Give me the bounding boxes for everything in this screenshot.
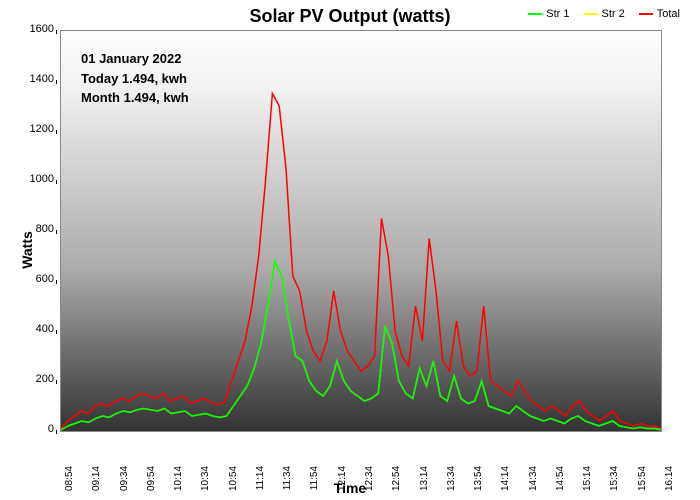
info-month: Month 1.494, kwh: [81, 88, 189, 108]
legend-label: Total: [657, 8, 680, 20]
legend-item: Total: [639, 8, 680, 20]
x-tick-label: 11:14: [255, 466, 266, 498]
x-tick-label: 12:14: [337, 466, 348, 498]
y-tick: [56, 130, 57, 134]
y-tick: [56, 380, 57, 384]
x-tick-label: 14:54: [555, 466, 566, 498]
y-tick-label: 0: [18, 423, 54, 435]
x-tick-label: 09:34: [119, 466, 130, 498]
y-tick-label: 1600: [18, 23, 54, 35]
x-tick-label: 15:54: [637, 466, 648, 498]
x-tick-label: 09:14: [91, 466, 102, 498]
legend-label: Str 1: [546, 8, 569, 20]
y-tick: [56, 230, 57, 234]
x-tick-label: 13:14: [419, 466, 430, 498]
y-tick-label: 400: [18, 323, 54, 335]
x-tick-label: 12:54: [391, 466, 402, 498]
x-tick-label: 10:54: [228, 466, 239, 498]
legend-item: Str 1: [528, 8, 569, 20]
x-tick-label: 16:14: [664, 466, 675, 498]
y-tick-label: 800: [18, 223, 54, 235]
x-tick-label: 15:34: [609, 466, 620, 498]
x-tick-label: 13:34: [446, 466, 457, 498]
x-axis-label: Time: [0, 480, 700, 496]
legend: Str 1 Str 2 Total: [528, 8, 680, 20]
x-tick-label: 09:54: [146, 466, 157, 498]
x-tick-label: 13:54: [473, 466, 484, 498]
legend-swatch: [639, 13, 653, 15]
chart-container: Solar PV Output (watts) Str 1Str 2Total …: [0, 0, 700, 500]
y-tick: [56, 280, 57, 284]
series-str2: [61, 261, 661, 430]
x-tick-label: 10:14: [173, 466, 184, 498]
info-date: 01 January 2022: [81, 49, 189, 69]
x-tick-label: 12:34: [364, 466, 375, 498]
x-tick-label: 14:34: [528, 466, 539, 498]
y-tick-label: 1200: [18, 123, 54, 135]
legend-item: Str 2: [584, 8, 625, 20]
y-tick-label: 1000: [18, 173, 54, 185]
y-tick: [56, 180, 57, 184]
legend-swatch: [584, 13, 598, 15]
y-tick: [56, 330, 57, 334]
y-axis-label: Watts: [19, 231, 35, 269]
y-tick-label: 600: [18, 273, 54, 285]
x-tick-label: 10:34: [200, 466, 211, 498]
plot-area: 01 January 2022 Today 1.494, kwh Month 1…: [60, 30, 662, 432]
y-tick: [56, 80, 57, 84]
x-tick-label: 08:54: [64, 466, 75, 498]
y-tick-label: 1400: [18, 73, 54, 85]
series-total: [61, 94, 661, 429]
x-tick-label: 14:14: [500, 466, 511, 498]
x-tick-label: 11:54: [309, 466, 320, 498]
info-today: Today 1.494, kwh: [81, 69, 189, 89]
legend-label: Str 2: [602, 8, 625, 20]
info-box: 01 January 2022 Today 1.494, kwh Month 1…: [81, 49, 189, 108]
series-str1: [61, 261, 661, 430]
y-tick: [56, 430, 57, 434]
x-tick-label: 15:14: [582, 466, 593, 498]
legend-swatch: [528, 13, 542, 15]
x-tick-label: 11:34: [282, 466, 293, 498]
y-tick: [56, 30, 57, 34]
y-tick-label: 200: [18, 373, 54, 385]
